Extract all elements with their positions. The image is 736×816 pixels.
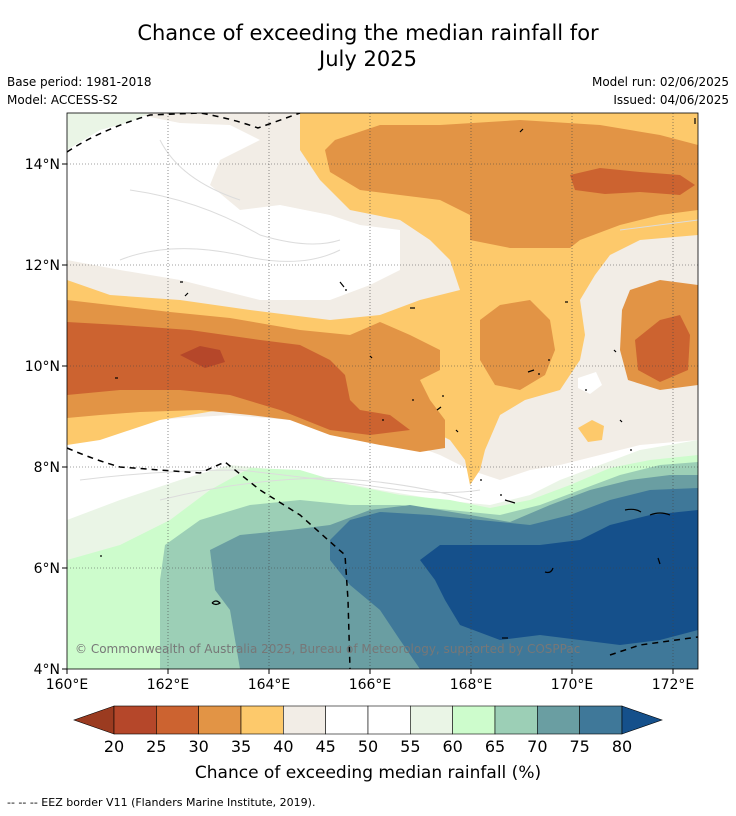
x-tick-168e: 168°E bbox=[450, 677, 493, 693]
rainfall-probability-map: © Commonwealth of Australia 2025, Bureau… bbox=[67, 113, 698, 669]
colorbar-tick-labels: 20 25 30 35 40 45 50 55 60 65 70 75 80 bbox=[104, 737, 632, 756]
graticule bbox=[67, 113, 698, 669]
colorbar-tick-label: 55 bbox=[400, 737, 420, 756]
x-tick-164e: 164°E bbox=[248, 677, 291, 693]
colorbar: 20 25 30 35 40 45 50 55 60 65 70 75 80 Chance of exc… bbox=[73, 705, 663, 783]
colorbar-tick-label: 70 bbox=[527, 737, 547, 756]
colorbar-cell bbox=[579, 705, 623, 735]
title-line-1: Chance of exceeding the median rainfall … bbox=[137, 21, 599, 45]
region-35-40-north bbox=[325, 120, 698, 248]
colorbar-cell bbox=[367, 705, 411, 735]
x-tick-160e: 160°E bbox=[46, 677, 89, 693]
colorbar-tick-label: 45 bbox=[315, 737, 335, 756]
colorbar-cell bbox=[494, 705, 538, 735]
model-run: Model run: 02/06/2025 bbox=[591, 75, 729, 89]
colorbar-cell bbox=[410, 705, 453, 735]
colorbar-cell bbox=[325, 705, 369, 735]
issued-date: Issued: 04/06/2025 bbox=[613, 93, 729, 107]
colorbar-cell bbox=[198, 705, 242, 735]
region-30-35-north bbox=[570, 168, 695, 195]
contour-lines bbox=[79, 139, 698, 501]
colorbar-tick-label: 35 bbox=[231, 737, 251, 756]
copyright-watermark: © Commonwealth of Australia 2025, Bureau… bbox=[75, 642, 580, 656]
colorbar-tick-label: 40 bbox=[273, 737, 293, 756]
colorbar-cell bbox=[452, 705, 496, 735]
region-25-30 bbox=[180, 346, 225, 368]
region-45-55-islet bbox=[578, 372, 602, 394]
eez-borders bbox=[67, 113, 698, 669]
colorbar-tick-label: 65 bbox=[485, 737, 505, 756]
x-tick-172e: 172°E bbox=[652, 677, 695, 693]
islands bbox=[100, 118, 696, 639]
colorbar-tick-label: 75 bbox=[569, 737, 589, 756]
region-30-35-west bbox=[67, 322, 410, 435]
map-title: Chance of exceeding the median rainfall … bbox=[0, 20, 736, 72]
colorbar-cell bbox=[537, 705, 580, 735]
colorbar-cell bbox=[283, 705, 326, 735]
model-name: Model: ACCESS-S2 bbox=[7, 93, 119, 107]
colorbar-tick-label: 20 bbox=[104, 737, 124, 756]
y-tick-10n: 10°N bbox=[25, 359, 60, 375]
colorbar-tick-label: 25 bbox=[146, 737, 166, 756]
base-period: Base period: 1981-2018 bbox=[7, 75, 152, 89]
x-tick-162e: 162°E bbox=[147, 677, 190, 693]
eez-footnote: -- -- -- EEZ border V11 (Flanders Marine… bbox=[7, 796, 316, 809]
meta-right: Model run: 02/06/2025 Issued: 04/06/2025 bbox=[592, 73, 729, 109]
colorbar-extend-low bbox=[73, 705, 115, 735]
title-line-2: July 2025 bbox=[319, 47, 417, 71]
colorbar-tick-label: 80 bbox=[612, 737, 632, 756]
axis-ticks bbox=[62, 163, 674, 674]
y-tick-labels: 14°N 12°N 10°N 8°N 6°N 4°N bbox=[25, 157, 60, 678]
y-tick-8n: 8°N bbox=[34, 460, 60, 476]
colorbar-extend-high bbox=[621, 705, 663, 735]
map-frame bbox=[66, 112, 699, 670]
region-35-40-center bbox=[480, 300, 555, 390]
x-tick-labels: 160°E 162°E 164°E 166°E 168°E 170°E 172°… bbox=[46, 677, 695, 693]
y-tick-6n: 6°N bbox=[34, 561, 60, 577]
y-tick-4n: 4°N bbox=[34, 662, 60, 678]
x-tick-166e: 166°E bbox=[349, 677, 392, 693]
colorbar-tick-label: 30 bbox=[188, 737, 208, 756]
colorbar-cell bbox=[156, 705, 199, 735]
meta-left: Base period: 1981-2018 Model: ACCESS-S2 bbox=[7, 73, 152, 109]
y-tick-12n: 12°N bbox=[25, 258, 60, 274]
colorbar-cell bbox=[240, 705, 284, 735]
colorbar-tick-label: 50 bbox=[358, 737, 378, 756]
colorbar-tick-label: 60 bbox=[442, 737, 462, 756]
region-40-45-islet bbox=[578, 420, 604, 442]
colorbar-label: Chance of exceeding median rainfall (%) bbox=[195, 763, 541, 783]
region-60-65 bbox=[67, 113, 150, 150]
colorbar-cell bbox=[113, 705, 157, 735]
colorbar-cells bbox=[73, 705, 663, 735]
x-tick-170e: 170°E bbox=[551, 677, 594, 693]
region-30-35-east bbox=[635, 315, 690, 382]
y-tick-14n: 14°N bbox=[25, 157, 60, 173]
region-above-85 bbox=[420, 510, 698, 645]
